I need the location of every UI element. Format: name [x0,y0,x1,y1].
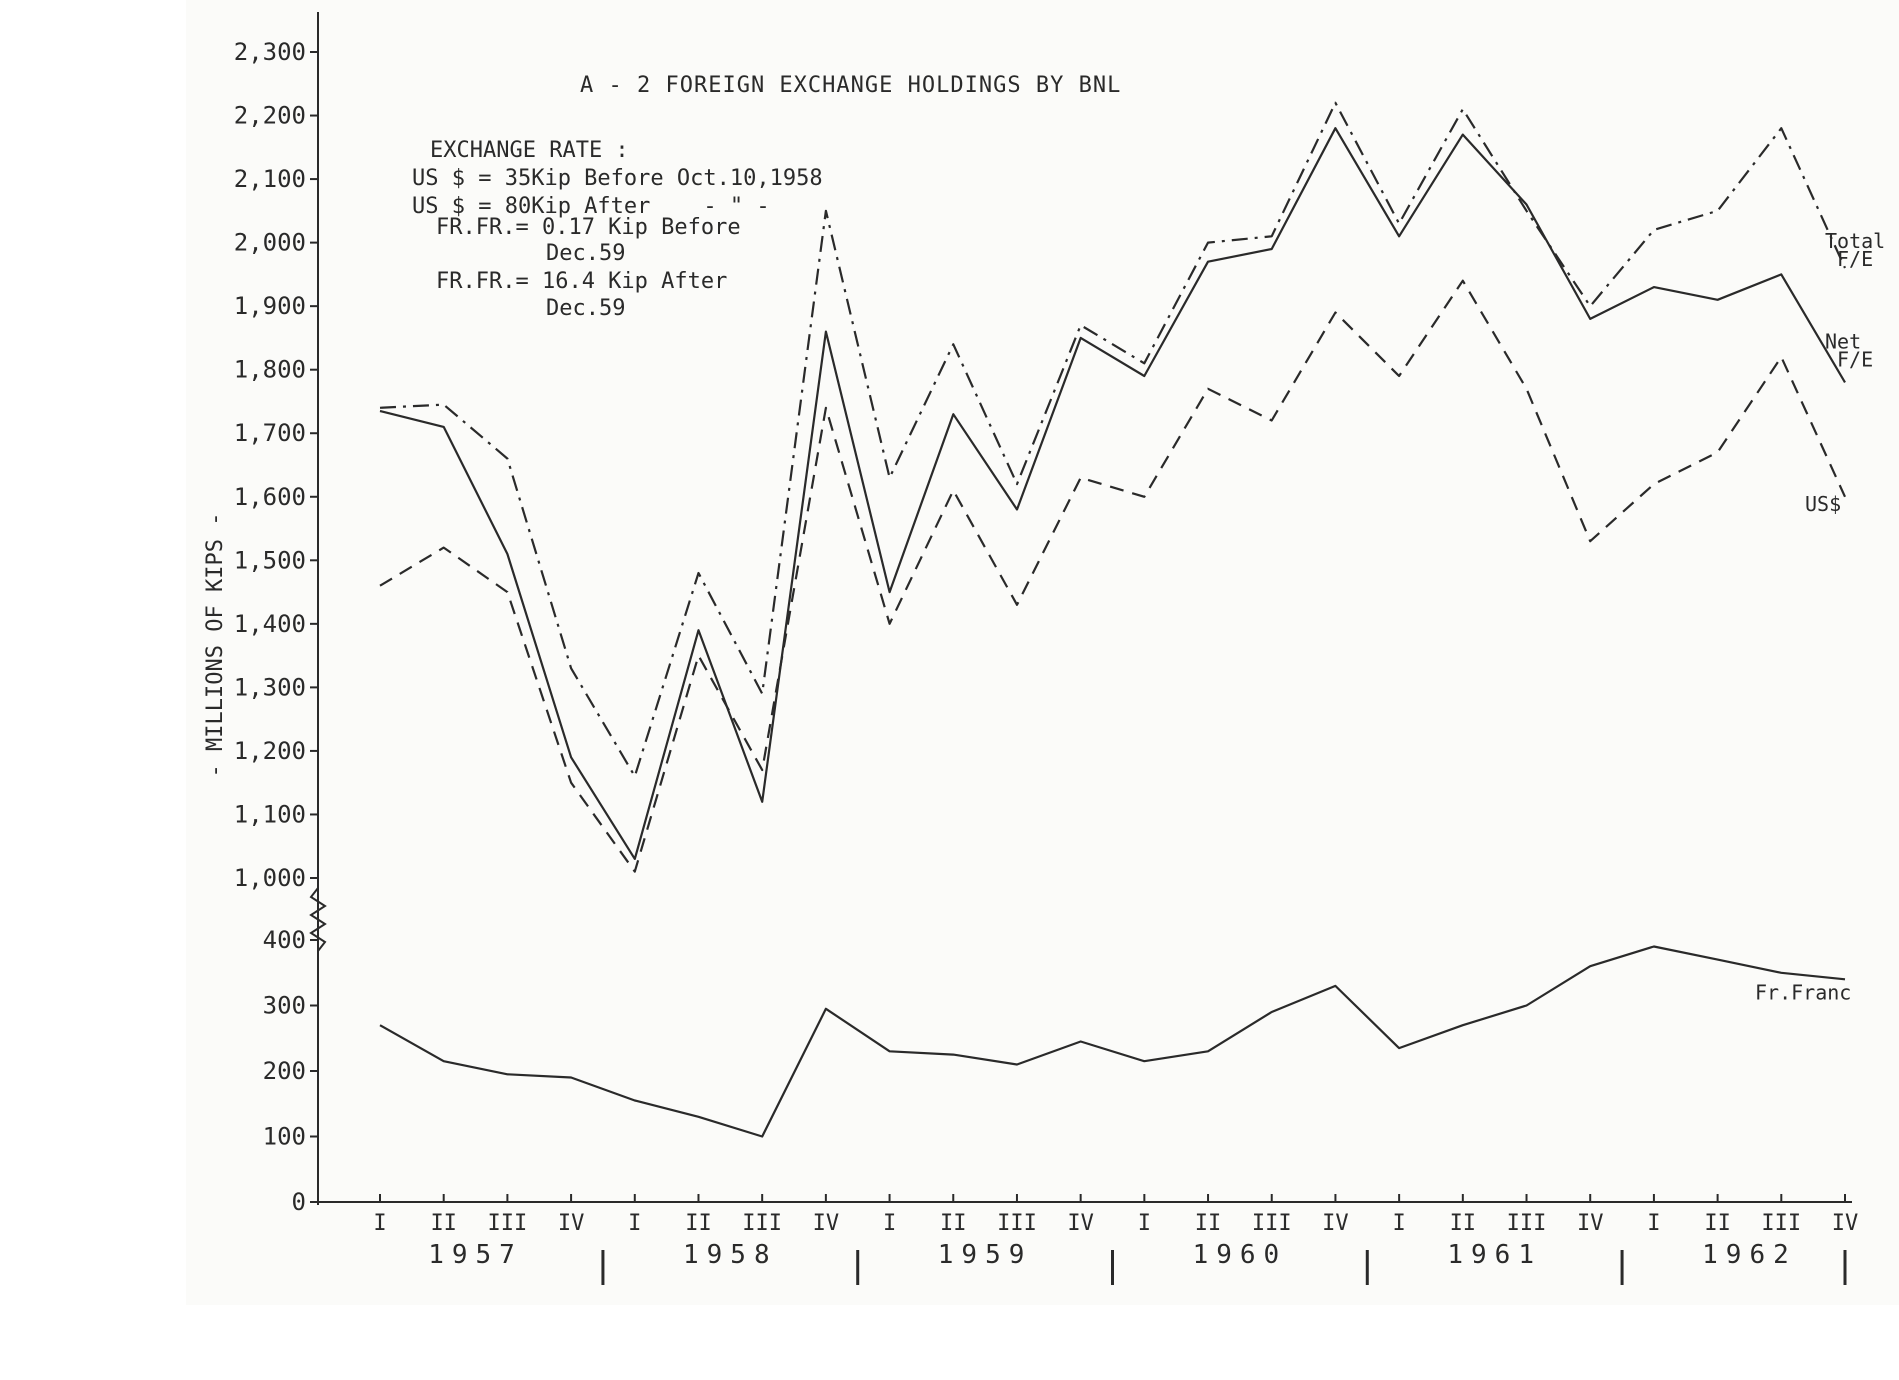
x-tick-label: II [1450,1211,1477,1236]
series-label-sub: F/E [1837,247,1873,271]
note-line-6: FR.FR.= 16.4 Kip After [436,269,727,294]
x-tick-label: IV [1577,1211,1604,1236]
y-tick-label: 1,000 [234,864,306,892]
y-tick-label: 1,700 [234,419,306,447]
series-label-sub: F/E [1837,347,1873,371]
axis-break-mark [309,887,327,952]
y-tick-label: 400 [263,926,306,954]
year-label: 1958 [683,1240,778,1270]
y-tick-label: 1,100 [234,800,306,828]
y-tick-label: 1,300 [234,673,306,701]
x-tick-label: IV [1322,1211,1349,1236]
year-label: 1957 [428,1240,523,1270]
x-ticks: I II III IV I II III IV I II III IV I II III IV I II III IV… [373,1194,1858,1236]
x-tick-label: I [1647,1211,1660,1236]
y-tick-label: 2,100 [234,165,306,193]
y-axis-label: - MILLIONS OF KIPS - [203,513,228,778]
x-tick-label: III [1507,1211,1547,1236]
note-line-4: FR.FR.= 0.17 Kip Before [436,215,741,240]
x-tick-label: III [1252,1211,1292,1236]
x-tick-label: I [628,1211,641,1236]
series-line [379,127,1846,860]
x-tick-label: II [1195,1211,1222,1236]
x-tick-label: IV [1067,1211,1094,1236]
x-tick-label: III [997,1211,1037,1236]
year-labels: 1957 1958 1959 1960 1961 1962 [428,1240,1847,1285]
y-tick-label: 2,300 [234,38,306,66]
note-line-5: Dec.59 [546,241,625,266]
y-tick-label: 1,200 [234,737,306,765]
y-tick-label: 1,600 [234,483,306,511]
upper-y-ticks: 1,000 1,100 1,200 1,300 1,400 1,500 1,600 1,700… [234,38,318,892]
series-label: Fr.Franc [1755,980,1851,1004]
x-tick-label: III [742,1211,782,1236]
x-tick-label: II [430,1211,457,1236]
x-tick-label: I [883,1211,896,1236]
y-tick-label: 300 [263,992,306,1020]
y-tick-label: 1,800 [234,356,306,384]
x-tick-label: I [373,1211,386,1236]
y-tick-label: 1,500 [234,546,306,574]
x-tick-label: III [1761,1211,1801,1236]
series-label: Net [1825,329,1861,353]
x-tick-label: IV [813,1211,840,1236]
x-tick-label: II [685,1211,712,1236]
note-line-7: Dec.59 [546,296,625,321]
year-label: 1962 [1702,1240,1797,1270]
y-tick-label: 2,200 [234,102,306,130]
y-tick-label: 1,400 [234,610,306,638]
lower-y-ticks: 0 100 200 300 400 [263,926,318,1216]
series-label: Total [1825,229,1885,253]
series-lines [379,101,1847,1138]
note-line-3: US $ = 80Kip After - " - [412,194,770,219]
y-tick-label: 2,000 [234,229,306,257]
note-line-2: US $ = 35Kip Before Oct.10,1958 [412,166,823,191]
y-tick-label: 100 [263,1123,306,1151]
year-label: 1961 [1447,1240,1542,1270]
series-line [379,279,1847,873]
series-line [379,945,1846,1138]
y-tick-label: 1,900 [234,292,306,320]
series-label: US$ [1805,492,1841,516]
year-label: 1959 [938,1240,1033,1270]
x-tick-label: III [488,1211,528,1236]
note-line-1: EXCHANGE RATE : [430,138,629,163]
x-tick-label: IV [558,1211,585,1236]
paper-sheet [186,0,1899,1305]
chart-title: A - 2 FOREIGN EXCHANGE HOLDINGS BY BNL [580,73,1121,98]
x-tick-label: I [1393,1211,1406,1236]
year-label: 1960 [1193,1240,1288,1270]
y-tick-label: 0 [292,1188,306,1216]
x-tick-label: II [940,1211,967,1236]
x-tick-label: II [1704,1211,1731,1236]
y-tick-label: 200 [263,1057,306,1085]
x-tick-label: IV [1832,1211,1859,1236]
exchange-rate-note: EXCHANGE RATE : US $ = 35Kip Before Oct.… [412,138,823,321]
series-line [379,101,1847,778]
x-tick-label: I [1138,1211,1151,1236]
